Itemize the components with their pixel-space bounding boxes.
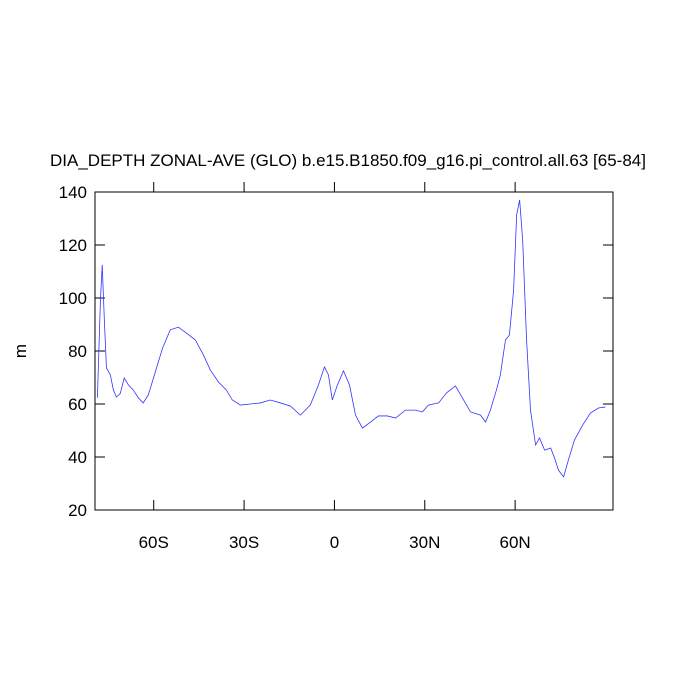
x-tick-label: 60S: [139, 533, 169, 552]
y-tick-label: 20: [68, 501, 87, 520]
y-axis-label: m: [11, 344, 30, 358]
x-tick-label: 0: [330, 533, 339, 552]
plot-frame: [94, 191, 614, 511]
y-tick-label: 140: [59, 183, 87, 202]
y-tick-label: 60: [68, 395, 87, 414]
y-tick-label: 40: [68, 448, 87, 467]
chart-title: DIA_DEPTH ZONAL-AVE (GLO) b.e15.B1850.f0…: [50, 151, 646, 170]
y-tick-label: 120: [59, 236, 87, 255]
y-tick-label: 80: [68, 342, 87, 361]
y-tick-label: 100: [59, 289, 87, 308]
x-tick-label: 60N: [500, 533, 531, 552]
x-tick-label: 30N: [409, 533, 440, 552]
data-line: [97, 199, 606, 478]
x-tick-label: 30S: [229, 533, 259, 552]
